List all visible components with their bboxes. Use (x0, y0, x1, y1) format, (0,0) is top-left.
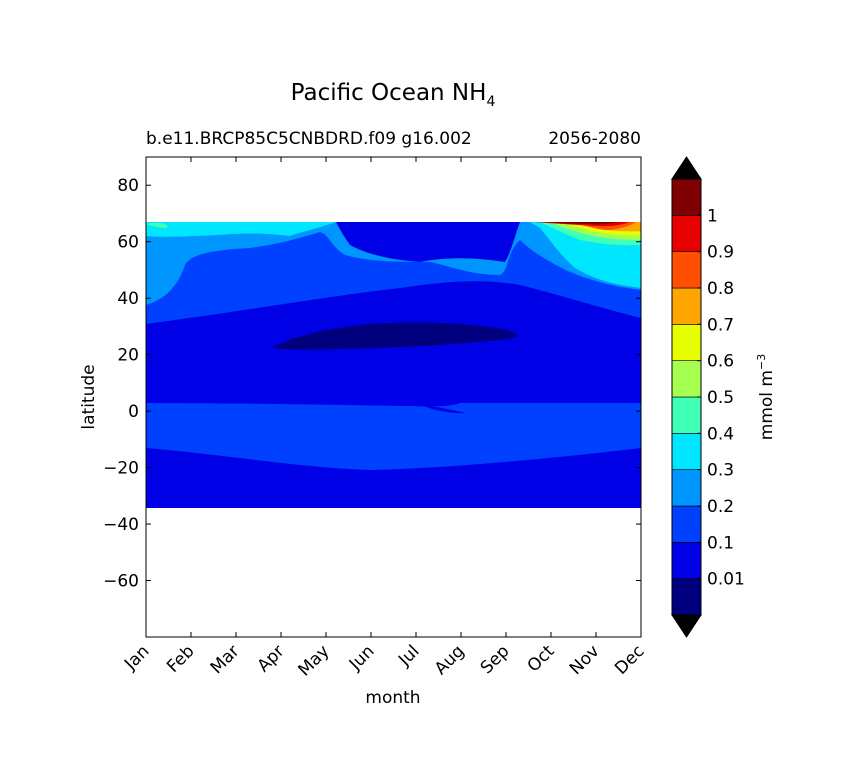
colorbar-tick-label: 0.01 (707, 570, 745, 590)
chart-subtitle-left: b.e11.BRCP85C5CNBDRD.f09 g16.002 (146, 129, 472, 149)
contour-band-eq-tongue (418, 403, 465, 414)
y-tick-label: 0 (128, 402, 139, 422)
x-tick-label: Aug (431, 641, 469, 679)
y-tick-label: −40 (103, 515, 139, 535)
contour-band-equatorial (146, 403, 641, 470)
colorbar-tick-label: 0.3 (707, 461, 734, 481)
y-axis: 80 60 40 20 0 −20 −40 −60 (103, 176, 641, 592)
plot-frame (145, 156, 642, 638)
y-axis-label: latitude (79, 364, 99, 429)
colorbar-tick-label: 0.6 (707, 352, 734, 372)
contour-band-darkest (272, 322, 518, 350)
colorbar-segment (671, 287, 702, 325)
colorbar-tick-label: 0.2 (707, 497, 734, 517)
colorbar-segment (671, 469, 702, 507)
x-tick-label: Apr (254, 641, 289, 676)
colorbar (671, 156, 702, 638)
colorbar-tick-label: 0.9 (707, 243, 734, 263)
colorbar-extend-max (671, 156, 702, 180)
contour-field (146, 222, 641, 508)
colorbar-segment (671, 433, 702, 470)
x-tick-label: Jun (345, 641, 379, 675)
x-tick-label: May (295, 641, 334, 680)
colorbar-segment (671, 505, 702, 543)
y-tick-label: 60 (117, 233, 139, 253)
colorbar-tick-label: 0.4 (707, 424, 734, 444)
contour-band-cyan-left (146, 222, 336, 237)
y-tick-label: −20 (103, 459, 139, 479)
x-tick-label: Oct (524, 641, 559, 676)
x-tick-label: Feb (163, 641, 198, 676)
x-tick-label: Nov (566, 641, 604, 679)
y-tick-label: −60 (103, 572, 139, 592)
colorbar-segment (671, 542, 702, 579)
colorbar-segment (671, 178, 702, 216)
x-tick-label: Sep (477, 641, 514, 678)
chart-title: Pacific Ocean NH4 (291, 80, 496, 110)
x-tick-label: Jan (120, 641, 153, 674)
y-tick-label: 20 (117, 346, 139, 366)
x-tick-label: Mar (207, 641, 244, 678)
colorbar-tick-label: 0.5 (707, 388, 734, 408)
colorbar-segment (671, 215, 702, 252)
colorbar-extend-min (671, 614, 702, 638)
colorbar-tick-label: 0.8 (707, 279, 734, 299)
x-tick-label: Dec (611, 641, 648, 678)
x-axis-label: month (365, 688, 420, 708)
contour-band-north (146, 222, 641, 324)
colorbar-tick-label: 0.7 (707, 315, 734, 335)
y-tick-label: 80 (117, 176, 139, 196)
contour-band-darkred (545, 222, 620, 225)
colorbar-segment (671, 251, 702, 289)
colorbar-segment (671, 360, 702, 398)
colorbar-segment (671, 396, 702, 434)
colorbar-ticks: 0.01 0.1 0.2 0.3 0.4 0.5 0.6 0.7 0.8 0.9 1 (697, 206, 745, 590)
colorbar-tick-label: 1 (707, 206, 718, 226)
colorbar-label: mmol m−3 (755, 354, 777, 440)
contour-patch-topleft (146, 223, 168, 228)
colorbar-segment (671, 578, 702, 616)
contour-band-north-light (146, 222, 641, 305)
colorbar-segment (671, 324, 702, 361)
colorbar-tick-label: 0.1 (707, 533, 734, 553)
x-tick-label: Jul (394, 641, 423, 670)
contour-band-summer-tongue (336, 222, 520, 262)
y-tick-label: 40 (117, 289, 139, 309)
chart-subtitle-right: 2056-2080 (548, 129, 641, 149)
